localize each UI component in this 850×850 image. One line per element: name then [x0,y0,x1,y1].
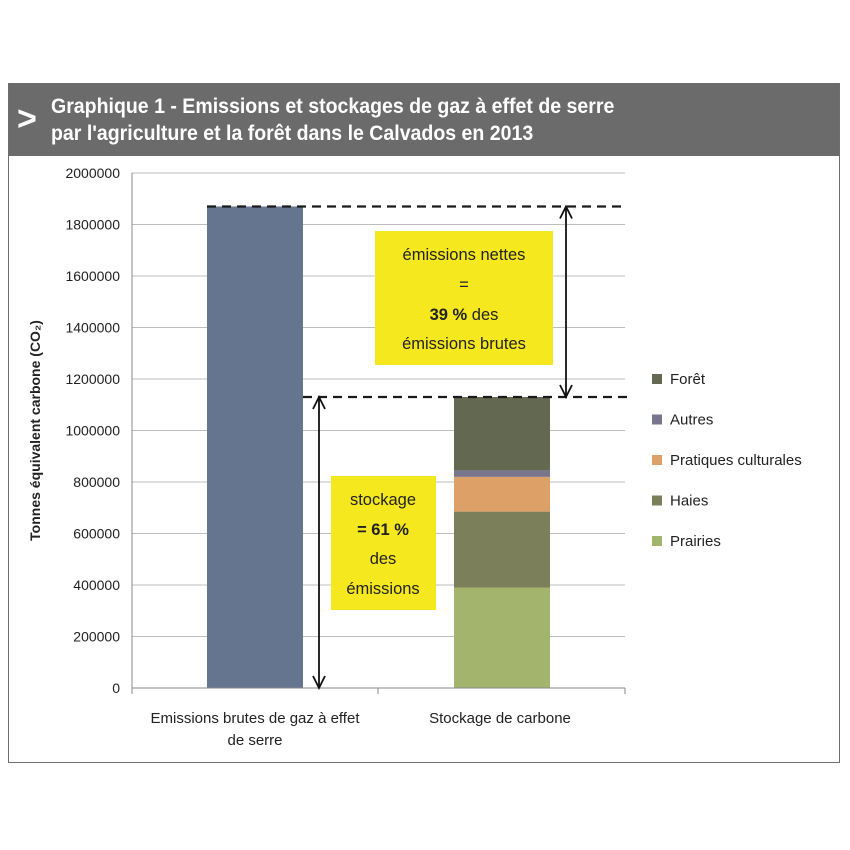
arrow-stockage-head-bottom [312,675,326,691]
annotation-text: stockage [350,491,416,509]
annotation-text: 39 % des [430,306,499,324]
y-axis-label: Tonnes équivalent carbone (CO₂) [27,320,43,541]
bar-segment-Haies [454,511,550,588]
y-tick-label: 800000 [73,474,120,490]
annotation-text: émissions nettes [403,246,526,264]
annotation-text: émissions [346,580,419,598]
legend-label: Forêt [670,371,706,388]
chevron-right-icon: > [17,100,37,138]
bar-segment-Autres [454,470,550,477]
chart-frame: > Graphique 1 - Emissions et stockages d… [8,83,840,763]
legend-swatch [652,495,662,506]
y-tick-label: 1800000 [65,217,120,233]
annotation-box [331,476,436,610]
legend-label: Autres [670,412,713,429]
y-tick-label: 200000 [73,629,120,645]
category-label: Emissions brutes de gaz à effet [150,710,360,727]
y-tick-label: 1600000 [65,268,120,284]
arrow-emissions-nettes-head-bottom [559,384,573,400]
bar-emissions-brutes [207,206,303,688]
legend-swatch [652,414,662,425]
bar-segment-Pratiques culturales [454,476,550,512]
legend-label: Pratiques culturales [670,452,802,469]
bar-segment-Prairies [454,587,550,688]
y-tick-label: 2000000 [65,165,120,181]
arrow-stockage-head-top [312,395,326,410]
y-tick-label: 400000 [73,577,120,593]
legend-swatch [652,455,662,465]
y-tick-label: 0 [112,680,120,696]
chart-title: Graphique 1 - Emissions et stockages de … [51,95,615,145]
annotation-text: = [459,276,469,294]
y-tick-label: 1400000 [65,320,120,336]
legend-label: Haies [670,493,708,510]
y-tick-label: 1200000 [65,371,120,387]
annotation-text: émissions brutes [402,335,526,353]
legend-label: Prairies [670,533,721,550]
bar-segment-Forêt [454,397,550,471]
y-tick-label: 1000000 [65,423,120,439]
chart-header: > Graphique 1 - Emissions et stockages d… [9,84,839,156]
annotation-text: des [370,550,397,568]
legend-swatch [652,374,662,384]
annotation-text: = 61 % [357,521,409,539]
category-label: Stockage de carbone [429,710,571,727]
y-tick-label: 600000 [73,526,120,542]
category-label: de serre [227,732,282,749]
annotation-box [375,231,553,365]
legend-swatch [652,536,662,546]
arrow-emissions-nettes-head-top [559,204,573,219]
